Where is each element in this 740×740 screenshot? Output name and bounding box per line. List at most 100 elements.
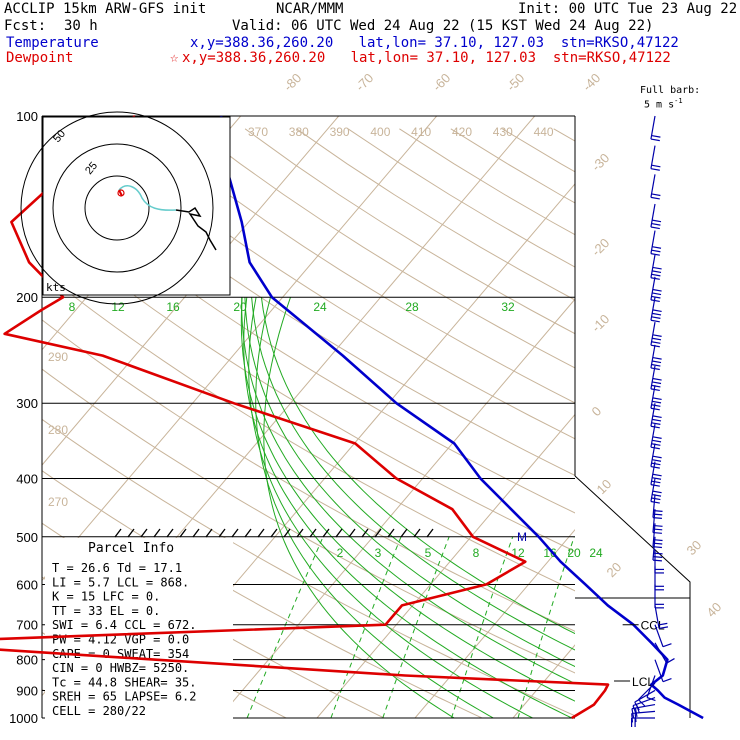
wind-barb-flag: [638, 699, 646, 707]
mixing-ratio-label: 24: [313, 300, 327, 314]
parcel-info-row: CAPE = 0 SWEAT= 354: [52, 647, 189, 661]
wind-barb-flag: [650, 425, 660, 429]
wind-barb-staff: [654, 605, 660, 629]
hatch-mark: [413, 528, 421, 538]
hatch-mark: [348, 528, 356, 538]
isotherm-label: 0: [589, 403, 605, 419]
wind-barb-flag: [652, 415, 662, 419]
theta-label: 420: [452, 125, 472, 139]
isotherm-line: [414, 528, 575, 718]
temperature-profile-line: [219, 115, 704, 720]
wind-barb-flag: [650, 138, 660, 142]
isotherm-label: -40: [580, 70, 604, 94]
mixing-ratio-label: 16: [543, 546, 557, 560]
wind-barb-flag: [651, 462, 661, 466]
mixing-ratio-label: 2: [337, 546, 344, 560]
level-marker-label: LCL: [632, 675, 654, 689]
theta-label: 440: [534, 125, 554, 139]
wind-barb-flag: [650, 196, 660, 200]
hatch-mark: [166, 528, 174, 538]
mixing-ratio-line: [517, 536, 575, 718]
hatch-mark: [374, 528, 382, 538]
parcel-info-row: T = 26.6 Td = 17.1: [52, 561, 182, 575]
pressure-tick-label: 400: [16, 471, 38, 486]
hodograph-storm-motion-mark: [117, 189, 125, 197]
hodograph-ring: [52, 143, 182, 273]
hatch-mark: [296, 528, 304, 538]
isotherm-label: -30: [589, 150, 613, 174]
wind-barb-flag: [653, 542, 663, 545]
wind-barb-flag: [652, 337, 662, 341]
dry-adiabat-line: [42, 223, 575, 552]
dry-adiabat-line: [553, 128, 575, 142]
hatch-mark: [179, 528, 187, 538]
wind-barb-flag: [662, 678, 672, 683]
hatch-mark: [309, 528, 317, 538]
hatch-mark: [231, 528, 239, 538]
wind-barb-flag: [634, 707, 638, 718]
mixing-ratio-line: [687, 537, 730, 718]
wind-barb-flag: [652, 477, 662, 480]
wind-barb-staff: [652, 509, 656, 533]
parcel-info-row: SWI = 6.4 CCL = 672.: [52, 618, 197, 632]
parcel-info-row: LI = 5.7 LCL = 868.: [52, 575, 189, 589]
moist-adiabat-line: [244, 297, 575, 668]
hatch-mark: [426, 528, 434, 538]
hodograph-upper-trace: [175, 206, 217, 251]
wind-barb-flag: [658, 622, 668, 626]
isotherm-line: [42, 116, 340, 466]
wind-barb-staff: [654, 624, 664, 647]
hatch-mark: [387, 528, 395, 538]
pressure-tick-label: 300: [16, 396, 38, 411]
fcst-value: 30 h: [64, 18, 98, 34]
wind-barb-flag: [652, 397, 662, 401]
isotherm-line: [709, 116, 740, 718]
isotherm-label: -70: [353, 70, 377, 94]
wind-barb-flag: [658, 626, 669, 630]
hatch-mark: [140, 528, 148, 538]
mixing-ratio-label: 8: [473, 546, 480, 560]
wind-barb-flag: [650, 465, 660, 469]
org-label: NCAR/MMM: [276, 1, 344, 17]
barb-unit: 5 m s-1: [644, 97, 683, 111]
parcel-info-title: Parcel Info: [88, 541, 174, 556]
dry-adiabat-line: [296, 128, 575, 301]
valid-time: Valid: 06 UTC Wed 24 Aug 22 (15 KST Wed …: [232, 18, 654, 34]
wind-barb-flag: [634, 713, 637, 723]
isotherm-label: 30: [684, 537, 705, 558]
wind-barb-flag: [651, 384, 661, 388]
dry-adiabat-line: [141, 128, 575, 404]
wind-barb-flag: [653, 524, 663, 527]
wind-barb-flag: [652, 381, 662, 385]
wind-barb-flag: [651, 134, 661, 138]
isotherm-line: [611, 116, 740, 718]
hodograph-trace: [118, 185, 177, 211]
wind-barb-flag: [652, 455, 662, 459]
wind-barb-flag: [652, 439, 662, 443]
dry-adiabat-line: [193, 128, 575, 369]
isotherm-label: -20: [589, 235, 613, 259]
wind-barb-flag: [651, 497, 661, 501]
mixing-ratio-label: 8: [69, 300, 76, 314]
wind-barb-staff: [652, 536, 656, 561]
wind-barb-staff: [654, 642, 668, 664]
dewpoint-station-info: x,y=388.36,260.20 lat,lon= 37.10, 127.03…: [182, 50, 671, 66]
mixing-ratio-label: 16: [166, 300, 180, 314]
isotherm-label: 20: [604, 559, 625, 580]
pressure-tick-label: 200: [16, 290, 38, 305]
hatch-mark: [244, 528, 252, 538]
hatch-mark: [283, 528, 291, 538]
wind-barb-flag: [652, 418, 662, 422]
isotherm-line: [316, 413, 575, 718]
wind-barb-flag: [652, 334, 662, 337]
hodograph-ring: [20, 111, 214, 305]
wind-barb-staff: [631, 703, 656, 710]
wind-barb-staff: [638, 682, 656, 701]
parcel-info-row: SREH = 65 LAPSE= 6.2: [52, 690, 197, 704]
wind-barb-flag: [650, 168, 660, 171]
dry-adiabat-line: [42, 270, 575, 592]
wind-barb-flag: [652, 559, 662, 562]
hodograph-low-level-mark: [118, 189, 123, 197]
mixing-ratio-label: 5: [425, 546, 432, 560]
